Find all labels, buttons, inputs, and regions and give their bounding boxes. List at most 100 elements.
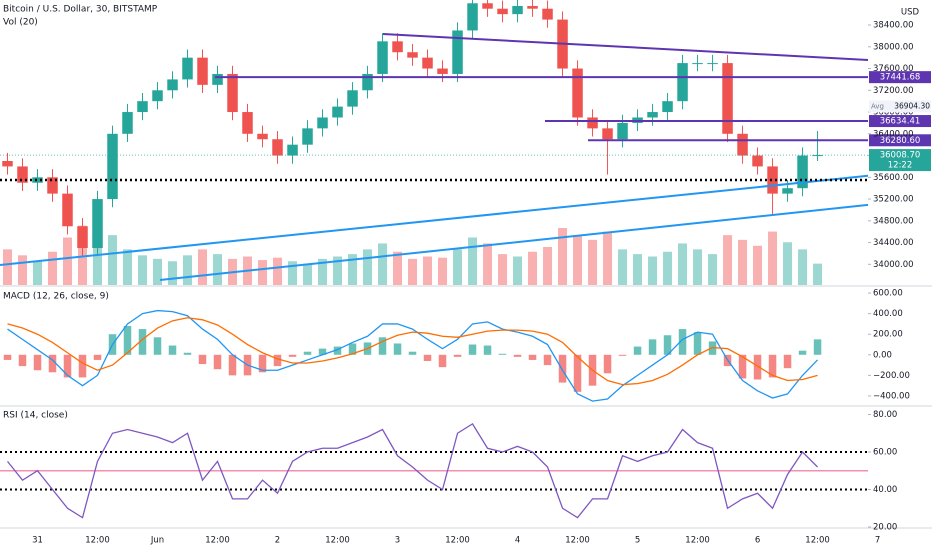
histogram-bar xyxy=(813,339,822,355)
histogram-bar xyxy=(423,354,432,361)
volume-bar xyxy=(453,249,463,285)
volume-bar xyxy=(678,243,688,285)
candle-body xyxy=(767,166,778,194)
histogram-bar xyxy=(153,337,162,355)
level-tag xyxy=(869,115,931,128)
x-tick-label: 12:00 xyxy=(445,536,470,546)
axes: 31 12:00 Jun 12:00 2 12:00 3 12:00 4 12:00 5 12:00 6… xyxy=(32,21,931,546)
candle-body xyxy=(77,226,88,249)
x-tick-label: 5 xyxy=(635,536,640,546)
candle-body xyxy=(482,3,493,9)
candle-body xyxy=(437,68,448,74)
histogram-bar xyxy=(318,348,327,355)
level-label: 36634.41 xyxy=(880,117,921,127)
candle-body xyxy=(422,57,433,69)
volume-bar xyxy=(603,231,613,285)
candle-body xyxy=(752,155,763,167)
candle-body xyxy=(737,133,748,156)
volume-bar xyxy=(723,235,733,285)
macd-line xyxy=(7,317,818,386)
volume-bar xyxy=(18,255,28,285)
candle-body xyxy=(647,112,658,118)
x-tick-label: 12:00 xyxy=(205,536,230,546)
x-tick-label: 6 xyxy=(755,536,760,546)
histogram-bar xyxy=(213,354,222,370)
histogram-bar xyxy=(288,354,297,357)
candle-body xyxy=(812,155,823,157)
volume-bar xyxy=(273,257,283,285)
candle-body xyxy=(617,122,628,140)
volume-bar xyxy=(63,237,73,285)
histogram-bar xyxy=(738,354,747,379)
volume-bar xyxy=(753,245,763,285)
histogram-bar xyxy=(93,354,102,360)
x-tick-label: 4 xyxy=(515,536,520,546)
volume-bar xyxy=(48,251,58,285)
countdown: 12:22 xyxy=(888,161,913,171)
level-label: 36280.60 xyxy=(880,136,921,146)
histogram-bar xyxy=(33,354,42,371)
level-label: 37441.68 xyxy=(880,73,921,83)
histogram-bar xyxy=(333,346,342,355)
candle-body xyxy=(272,139,283,156)
histogram-bar xyxy=(543,354,552,366)
candle-body xyxy=(137,101,148,113)
volume-bar xyxy=(138,255,148,285)
volume-bar xyxy=(708,254,718,285)
volume-bar xyxy=(663,251,673,285)
y-tick-label: 20.00 xyxy=(873,523,897,533)
currency: USD xyxy=(901,8,920,18)
candle-body xyxy=(362,73,373,91)
histogram-bar xyxy=(78,354,87,378)
candle-body xyxy=(497,8,508,15)
volume-title: Vol (20) xyxy=(3,18,38,28)
x-tick-label: 3 xyxy=(395,536,400,546)
x-tick-label: Jun xyxy=(150,536,164,546)
candle-body xyxy=(47,177,58,194)
candle-body xyxy=(782,188,793,194)
histogram-bar xyxy=(468,344,477,355)
histogram-bar xyxy=(753,354,762,380)
volume-bar xyxy=(258,260,268,285)
macd-line xyxy=(7,309,819,402)
current-price-label: 36008.70 xyxy=(880,151,921,161)
macd-title: MACD (12, 26, close, 9) xyxy=(3,292,109,302)
volume-bar xyxy=(738,239,748,285)
histogram-bar xyxy=(183,352,192,355)
histogram-bar xyxy=(528,354,537,360)
histogram-bar xyxy=(348,343,357,355)
y-tick-label: 34400.00 xyxy=(873,238,914,248)
trend-line xyxy=(159,203,868,281)
y-tick-label: −400.00 xyxy=(873,391,910,401)
volume-bar xyxy=(303,263,313,285)
volume-bar xyxy=(423,256,433,285)
volume-bar xyxy=(483,243,493,285)
histogram-bar xyxy=(303,351,312,355)
volume-bar xyxy=(438,257,448,285)
y-tick-label: 0.00 xyxy=(873,350,892,360)
histogram-bar xyxy=(258,354,267,373)
histogram-bar xyxy=(603,354,612,374)
y-tick-label: 34000.00 xyxy=(873,260,914,270)
candle-body xyxy=(347,90,358,107)
candle-body xyxy=(692,63,703,65)
candle-body xyxy=(542,8,553,20)
y-tick-label: 35200.00 xyxy=(873,195,914,205)
volume-bar xyxy=(468,237,478,285)
volume-bar xyxy=(333,256,343,285)
histogram-bar xyxy=(228,354,237,376)
histogram-bar xyxy=(513,354,522,357)
candle-body xyxy=(182,57,193,80)
y-tick-label: 34800.00 xyxy=(873,216,914,226)
y-tick-label: 38000.00 xyxy=(873,42,914,52)
histogram-bar xyxy=(558,354,567,383)
rsi-pane xyxy=(0,422,868,519)
volume-bar xyxy=(3,249,13,285)
candle-body xyxy=(452,30,463,74)
volume-bar xyxy=(573,235,583,285)
candle-body xyxy=(257,133,268,140)
y-tick-label: 35600.00 xyxy=(873,173,914,183)
volume-bar xyxy=(153,258,163,285)
volume-bar xyxy=(168,261,178,285)
histogram-bar xyxy=(123,325,132,355)
